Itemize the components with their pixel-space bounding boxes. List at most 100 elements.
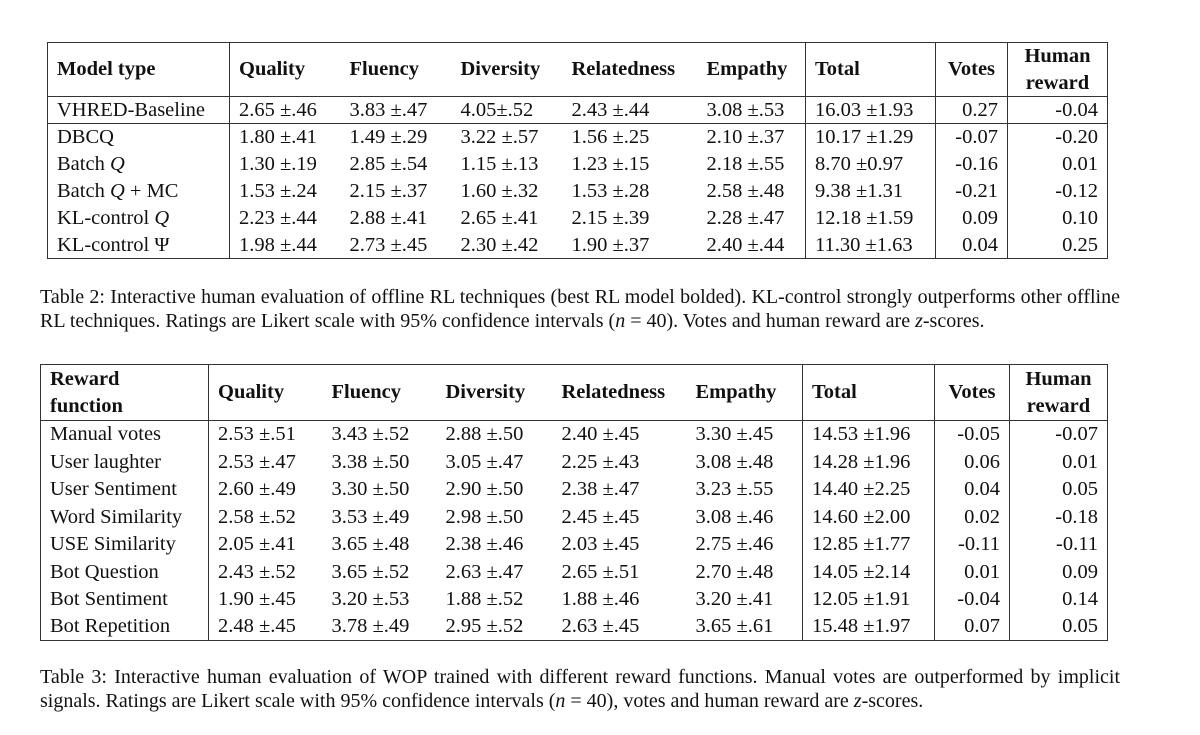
header-model-type: Model type xyxy=(47,41,230,97)
table-cell: 2.63 ±.45 xyxy=(552,613,687,641)
header-human-reward: Human reward xyxy=(1007,41,1108,97)
table-row: User Sentiment 2.60 ±.49 3.30 ±.50 2.90 ±.5… xyxy=(41,475,1108,503)
row-label: Word Similarity xyxy=(50,505,183,528)
table-cell: 3.83 ±.47 xyxy=(340,96,452,124)
row-label: DBCQ xyxy=(47,123,230,151)
table-cell: -0.21 xyxy=(935,177,1008,205)
header-reward-function: Reward function xyxy=(40,364,209,421)
table-cell: 2.05 ±.41 xyxy=(208,530,323,558)
header-empathy: Empathy xyxy=(686,364,803,421)
table-cell: 2.30 ±.42 xyxy=(451,231,563,260)
row-label: Batch Q + MC xyxy=(57,180,179,203)
table-cell: 2.38 ±.46 xyxy=(445,533,524,555)
caption-label: Table 2: xyxy=(40,286,105,308)
row-label: Bot Repetition xyxy=(40,613,209,641)
table-cell: 2.48 ±.45 xyxy=(208,613,323,641)
table-row: Manual votes 2.53 ±.51 3.43 ±.52 2.88 ±.50 2… xyxy=(40,420,1108,448)
table-row: DBCQ 1.80 ±.41 1.49 ±.29 3.22 ±.57 1.56 ±.25… xyxy=(47,123,1108,151)
table-cell: 0.04 xyxy=(935,231,1008,260)
row-label: USE Similarity xyxy=(50,533,176,555)
table-cell: 3.20 ±.53 xyxy=(331,588,410,610)
caption-label: Table 3: xyxy=(40,666,107,688)
caption-text: Interactive human evaluation of WOP trai… xyxy=(40,666,1120,713)
table-cell: 1.30 ±.19 xyxy=(229,150,341,178)
header-human-reward-line1: Human xyxy=(1024,45,1091,67)
table-cell: 2.53 ±.47 xyxy=(208,448,323,476)
table-cell: 3.53 ±.49 xyxy=(331,505,410,528)
table-cell: 3.65 ±.61 xyxy=(686,613,803,641)
table-cell: -0.07 xyxy=(935,123,1008,151)
table-cell: 2.65 ±.51 xyxy=(561,560,640,583)
table-cell: 2.70 ±.48 xyxy=(695,560,774,583)
table-cell: 3.43 ±.52 xyxy=(322,420,437,448)
table-cell: 0.14 xyxy=(1009,585,1108,613)
table-cell: 2.10 ±.37 xyxy=(697,123,806,151)
table-cell: 3.38 ±.50 xyxy=(331,450,410,473)
table-cell: 1.98 ±.44 xyxy=(229,231,341,260)
table-cell: 14.53 ±1.96 xyxy=(802,420,935,448)
table-cell: 2.38 ±.47 xyxy=(561,478,640,500)
table-cell: 0.05 xyxy=(1009,613,1108,641)
table-cell: 2.73 ±.45 xyxy=(340,231,452,260)
table-cell: 14.60 ±2.00 xyxy=(802,503,935,531)
table-cell: 0.05 xyxy=(1009,475,1108,503)
table-cell: 14.40 ±2.25 xyxy=(802,475,935,503)
header-total: Total xyxy=(802,364,935,421)
header-quality: Quality xyxy=(229,41,341,97)
table-cell: 12.05 ±1.91 xyxy=(802,585,935,613)
table-cell: -0.11 xyxy=(934,530,1010,558)
row-label: KL-control Q xyxy=(57,207,170,230)
table-cell: 2.58 ±.52 xyxy=(208,503,323,531)
header-votes: Votes xyxy=(935,41,1008,97)
table-cell: -0.05 xyxy=(934,420,1010,448)
table-cell: 2.90 ±.50 xyxy=(445,478,524,500)
table-cell: 2.18 ±.55 xyxy=(706,153,785,176)
table-cell: 2.98 ±.50 xyxy=(445,505,524,528)
table-cell: 2.23 ±.44 xyxy=(229,204,341,232)
table-cell: 9.38 ±1.31 xyxy=(805,177,936,205)
header-diversity: Diversity xyxy=(451,41,563,97)
table-cell: 2.15 ±.37 xyxy=(349,180,428,203)
table-3: Reward function Quality Fluency Diversity… xyxy=(40,364,1108,641)
table-cell: 2.53 ±.51 xyxy=(208,420,323,448)
table-cell: 2.40 ±.45 xyxy=(552,420,687,448)
table-cell: 2.65 ±.41 xyxy=(460,207,539,230)
table-cell: 2.43 ±.52 xyxy=(208,558,323,586)
table-cell: 1.49 ±.29 xyxy=(340,123,452,151)
caption-text: Interactive human evaluation of offline … xyxy=(40,286,1120,333)
table-cell: 2.85 ±.54 xyxy=(349,153,428,176)
header-votes: Votes xyxy=(934,364,1010,421)
table-cell: 2.15 ±.39 xyxy=(571,207,650,230)
header-reward-function-line2: function xyxy=(50,394,123,417)
table-cell: 1.60 ±.32 xyxy=(460,180,539,203)
table-row: Batch Q 1.30 ±.19 2.85 ±.54 1.15 ±.13 1.23 ±… xyxy=(48,150,1108,178)
table-cell: 2.60 ±.49 xyxy=(208,475,323,503)
table-cell: 2.63 ±.47 xyxy=(445,560,524,583)
header-relatedness: Relatedness xyxy=(552,364,687,421)
header-human-reward-line2: reward xyxy=(1025,71,1090,94)
table-cell: 1.90 ±.45 xyxy=(208,585,323,613)
header-empathy: Empathy xyxy=(697,41,806,97)
row-label: User laughter xyxy=(50,450,161,473)
table-cell: 2.40 ±.44 xyxy=(697,231,806,260)
table-cell: 2.88 ±.50 xyxy=(436,420,553,448)
header-diversity: Diversity xyxy=(436,364,553,421)
header-human-reward-line2: reward xyxy=(1026,394,1091,417)
table-cell: 3.30 ±.45 xyxy=(686,420,803,448)
header-human-reward-line1: Human xyxy=(1025,367,1092,390)
table-cell: -0.12 xyxy=(1007,177,1108,205)
row-label: Bot Question xyxy=(50,560,159,583)
table-cell: -0.04 xyxy=(1007,96,1108,124)
table-cell: 0.27 xyxy=(935,96,1008,124)
table-cell: 15.48 ±1.97 xyxy=(802,613,935,641)
table-cell: -0.07 xyxy=(1009,420,1108,448)
table-cell: 0.04 xyxy=(934,475,1010,503)
row-label: VHRED-Baseline xyxy=(47,96,230,124)
table-row: Bot Sentiment 1.90 ±.45 3.20 ±.53 1.88 ±.52… xyxy=(41,585,1108,613)
table-cell: 0.25 xyxy=(1007,231,1108,260)
table-cell: 1.88 ±.46 xyxy=(561,588,640,610)
table-cell: -0.04 xyxy=(934,585,1010,613)
table-cell: 12.18 ±1.59 xyxy=(805,204,936,232)
table-row: Bot Question 2.43 ±.52 3.65 ±.52 2.63 ±.47 2… xyxy=(41,558,1108,586)
table-cell: 2.03 ±.45 xyxy=(561,533,640,555)
